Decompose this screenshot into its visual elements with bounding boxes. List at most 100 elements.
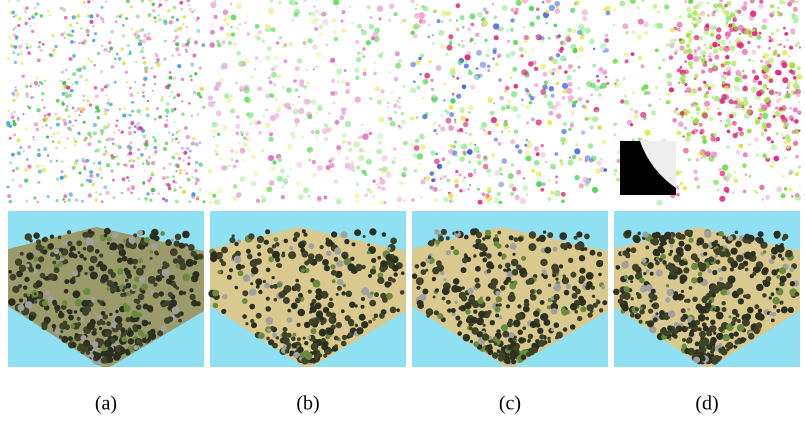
dot xyxy=(307,194,311,198)
dot xyxy=(168,75,173,80)
dot xyxy=(578,46,584,53)
dot xyxy=(414,12,420,19)
dot xyxy=(209,42,215,48)
dot xyxy=(381,186,386,192)
tree xyxy=(289,353,293,357)
dot xyxy=(89,170,94,175)
tree xyxy=(172,258,179,264)
tree xyxy=(354,229,362,237)
dot xyxy=(443,196,449,203)
dot xyxy=(63,121,68,126)
dot xyxy=(361,29,367,36)
dot xyxy=(684,112,688,117)
dot xyxy=(7,194,11,199)
dot xyxy=(700,157,703,160)
dot xyxy=(429,171,435,176)
dot xyxy=(692,9,697,15)
dot xyxy=(121,34,126,38)
dot xyxy=(410,87,417,94)
tree xyxy=(57,261,63,267)
dot xyxy=(59,175,64,180)
tree xyxy=(62,240,69,246)
tree xyxy=(577,315,583,322)
tree xyxy=(380,292,387,299)
dot xyxy=(703,94,708,99)
tree xyxy=(639,277,645,284)
tree xyxy=(434,229,440,235)
dot xyxy=(468,160,472,164)
dot xyxy=(298,95,301,98)
dot xyxy=(702,112,709,119)
dot xyxy=(443,99,446,102)
dot xyxy=(433,121,437,125)
dot xyxy=(796,41,800,45)
dot xyxy=(460,115,466,121)
dot xyxy=(155,107,159,110)
tree xyxy=(639,309,645,315)
dot xyxy=(151,2,155,6)
dot xyxy=(122,107,127,111)
dot xyxy=(27,145,32,149)
dot xyxy=(35,127,39,132)
tree xyxy=(505,304,511,309)
dot xyxy=(10,112,14,115)
dot xyxy=(582,16,588,21)
dot xyxy=(413,80,416,84)
tree xyxy=(638,314,642,318)
dot xyxy=(153,145,158,150)
dot xyxy=(676,130,682,136)
tree xyxy=(133,265,137,270)
tree xyxy=(91,330,97,336)
dot xyxy=(548,178,552,183)
tree xyxy=(167,291,173,298)
dot xyxy=(418,24,422,27)
tree xyxy=(35,263,42,270)
tree xyxy=(482,257,488,263)
dot xyxy=(271,67,275,72)
dot xyxy=(717,107,720,110)
dot xyxy=(547,120,553,126)
tree xyxy=(542,230,547,234)
tree xyxy=(37,293,44,300)
tree xyxy=(540,313,548,321)
dot xyxy=(22,150,26,153)
tree xyxy=(744,233,751,240)
dot xyxy=(108,41,112,45)
dot xyxy=(113,131,116,134)
dot xyxy=(457,60,463,66)
tree xyxy=(711,241,718,247)
dot xyxy=(340,19,344,23)
dot xyxy=(432,186,438,192)
dot xyxy=(555,101,561,107)
tree xyxy=(708,256,715,263)
dot xyxy=(146,100,150,103)
dot xyxy=(761,112,769,120)
dot xyxy=(162,167,166,170)
dot xyxy=(482,7,487,12)
dot xyxy=(6,185,10,189)
dot xyxy=(487,97,493,103)
dot xyxy=(730,60,737,67)
dot xyxy=(375,183,379,186)
dot xyxy=(710,136,716,142)
dot xyxy=(341,107,346,113)
dot xyxy=(503,89,508,94)
tree xyxy=(83,257,87,261)
dot xyxy=(129,146,133,150)
dot xyxy=(333,36,339,42)
tree xyxy=(269,284,274,289)
dot xyxy=(157,114,162,120)
dot xyxy=(104,146,107,149)
dot xyxy=(448,148,454,155)
dot xyxy=(721,164,729,171)
dot xyxy=(314,26,319,32)
dot xyxy=(420,196,424,199)
tree xyxy=(591,294,596,298)
dot xyxy=(216,132,221,137)
tree xyxy=(630,312,635,318)
dot xyxy=(13,111,16,113)
dot xyxy=(605,33,609,38)
tree xyxy=(773,230,781,238)
dot xyxy=(7,109,10,112)
dot xyxy=(191,192,196,197)
